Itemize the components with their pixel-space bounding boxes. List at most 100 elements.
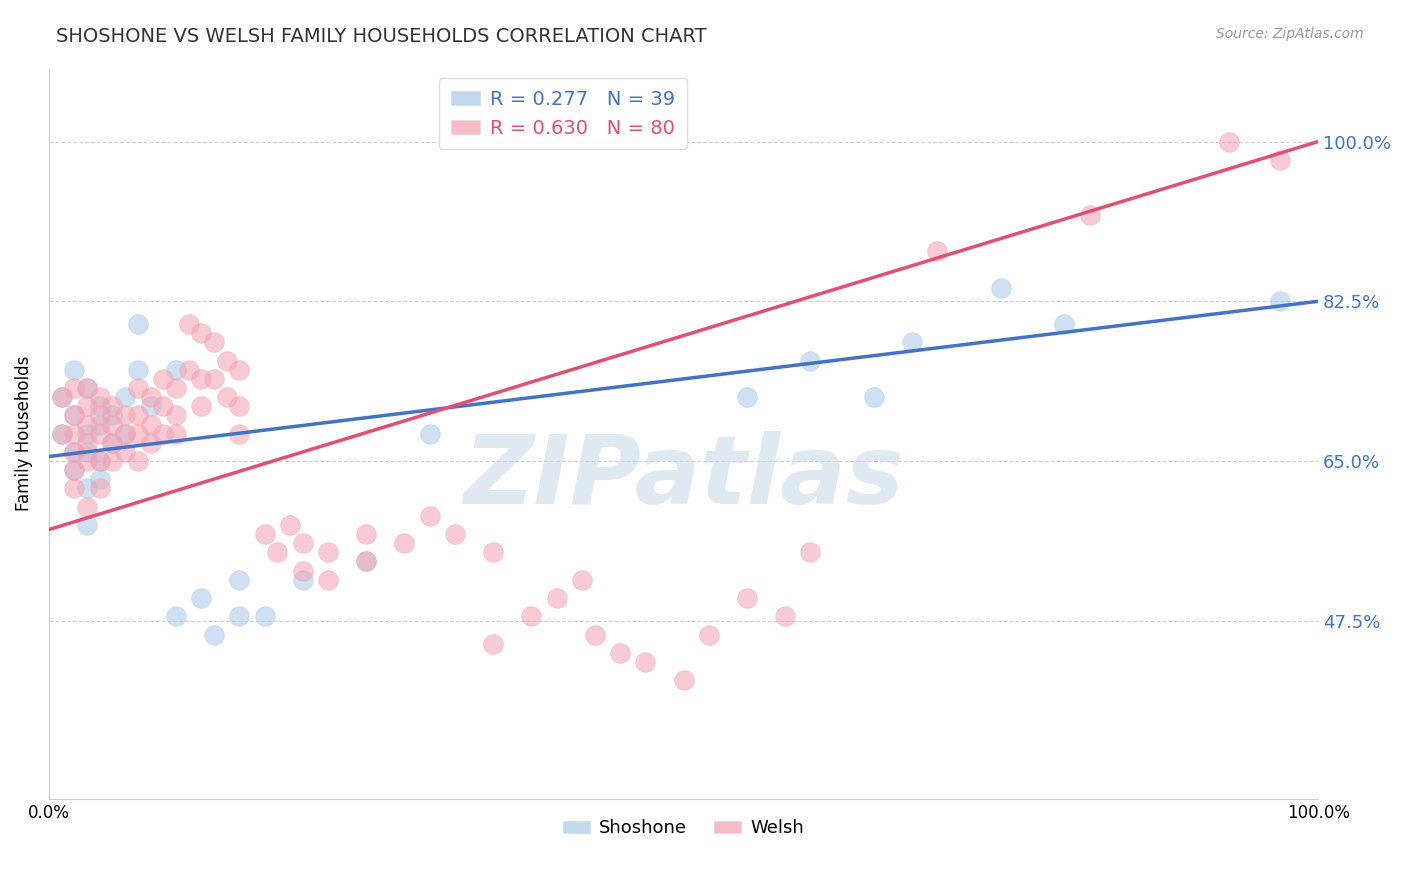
Point (139, 399, 162, 413)
Point (356, 527, 378, 541)
Point (139, 435, 162, 450)
Point (89, 399, 111, 413)
Point (101, 435, 124, 450)
Point (152, 399, 174, 413)
Point (316, 573, 339, 587)
Legend: Shoshone, Welsh: Shoshone, Welsh (555, 812, 811, 845)
Point (190, 399, 212, 413)
Point (139, 417, 162, 432)
Point (609, 646, 631, 660)
Point (190, 372, 212, 386)
Point (76, 454, 98, 468)
Point (76, 426, 98, 441)
Point (63, 445, 86, 459)
Point (139, 390, 162, 404)
Point (76, 500, 98, 514)
Point (89, 390, 111, 404)
Point (101, 435, 124, 450)
Point (127, 317, 149, 331)
Point (127, 381, 149, 395)
Point (190, 326, 212, 341)
Point (127, 409, 149, 423)
Point (482, 545, 505, 559)
Point (1268, 153, 1291, 167)
Point (202, 627, 225, 641)
Point (89, 472, 111, 486)
Point (101, 399, 124, 413)
Point (1218, 135, 1240, 149)
Point (190, 591, 212, 605)
Point (356, 554, 378, 568)
Point (634, 655, 657, 669)
Point (863, 390, 886, 404)
Point (215, 353, 238, 368)
Point (76, 435, 98, 450)
Point (202, 335, 225, 350)
Point (228, 363, 250, 377)
Point (1268, 294, 1291, 309)
Point (101, 409, 124, 423)
Point (253, 527, 276, 541)
Point (697, 627, 720, 641)
Point (165, 381, 187, 395)
Point (76, 445, 98, 459)
Point (735, 591, 758, 605)
Point (51, 426, 73, 441)
Point (228, 573, 250, 587)
Point (76, 381, 98, 395)
Point (63, 463, 86, 477)
Point (316, 545, 339, 559)
Point (278, 518, 301, 533)
Point (444, 527, 467, 541)
Point (63, 409, 86, 423)
Point (89, 426, 111, 441)
Point (127, 426, 149, 441)
Point (76, 381, 98, 395)
Point (63, 482, 86, 496)
Point (114, 445, 136, 459)
Point (152, 426, 174, 441)
Point (165, 409, 187, 423)
Point (51, 390, 73, 404)
Point (63, 463, 86, 477)
Point (114, 390, 136, 404)
Point (901, 335, 924, 350)
Point (89, 482, 111, 496)
Point (546, 591, 568, 605)
Point (63, 409, 86, 423)
Point (228, 426, 250, 441)
Point (76, 417, 98, 432)
Y-axis label: Family Households: Family Households (15, 356, 32, 511)
Point (76, 518, 98, 533)
Point (1078, 208, 1101, 222)
Point (114, 426, 136, 441)
Point (228, 399, 250, 413)
Point (571, 573, 593, 587)
Point (63, 363, 86, 377)
Point (63, 445, 86, 459)
Point (735, 390, 758, 404)
Point (419, 426, 441, 441)
Text: ZIPatlas: ZIPatlas (463, 431, 904, 524)
Text: SHOSHONE VS WELSH FAMILY HOUSEHOLDS CORRELATION CHART: SHOSHONE VS WELSH FAMILY HOUSEHOLDS CORR… (56, 27, 707, 45)
Point (266, 545, 288, 559)
Point (419, 508, 441, 523)
Point (152, 372, 174, 386)
Point (356, 554, 378, 568)
Point (177, 317, 200, 331)
Point (165, 426, 187, 441)
Point (520, 609, 543, 624)
Point (291, 564, 314, 578)
Point (51, 426, 73, 441)
Point (51, 390, 73, 404)
Point (101, 417, 124, 432)
Point (89, 454, 111, 468)
Point (672, 673, 695, 688)
Point (89, 454, 111, 468)
Point (253, 609, 276, 624)
Point (228, 609, 250, 624)
Point (773, 609, 796, 624)
Point (1053, 317, 1076, 331)
Point (114, 426, 136, 441)
Point (165, 363, 187, 377)
